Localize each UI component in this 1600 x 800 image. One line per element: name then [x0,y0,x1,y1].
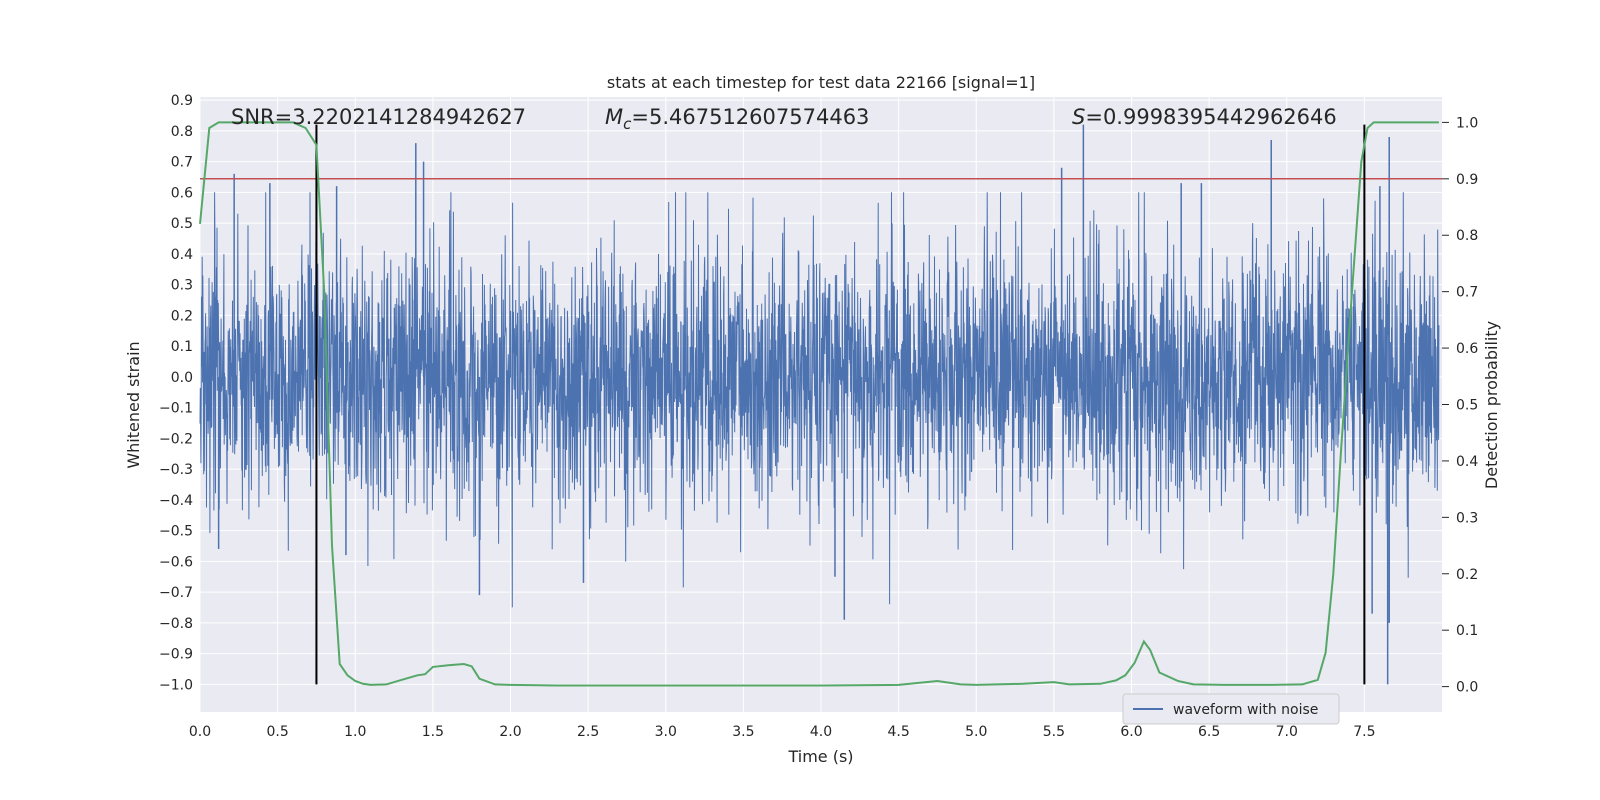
chirp-mass-subscript: c [623,115,632,133]
y-tick-label: −0.8 [159,616,193,632]
x-tick-label: 0.5 [266,724,288,740]
score-annotation: S=0.9998395442962646 [1072,105,1337,129]
x-tick-label: 1.5 [422,724,444,740]
x-tick-label: 3.5 [732,724,754,740]
waveform-line [199,192,1440,608]
x-tick-label: 7.5 [1353,724,1375,740]
chirp-mass-annotation: Mc=5.467512607574463 [605,105,869,133]
y-tick-labels: 0.9 0.8 0.7 0.6 0.5 0.4 0.3 0.2 0.1 0.0 −0.1 −0.2 −0… [159,93,193,693]
legend: waveform with noise [1122,693,1340,725]
y-tick-label: 0.6 [171,185,193,201]
y-axis-label: Whitened strain [124,341,143,468]
x-tick-label: 5.5 [1043,724,1065,740]
x-tick-label: 6.0 [1120,724,1142,740]
y-tick-label: 0.4 [171,247,193,263]
y-tick-label: −0.5 [159,524,193,540]
chart-title: stats at each timestep for test data 221… [607,73,1035,92]
y-tick-label: 0.9 [171,93,193,109]
legend-label: waveform with noise [1173,702,1318,718]
probability-line [199,121,1439,687]
x-tick-label: 7.0 [1276,724,1298,740]
y-tick-label: −1.0 [159,677,193,693]
x-axis-label: Time (s) [787,747,853,766]
x-tick-label: 0.0 [189,724,211,740]
y2-tick-label: 1.0 [1456,115,1478,131]
y2-tick-label: 0.7 [1456,285,1478,301]
y-tick-label: −0.9 [159,647,193,663]
y-tick-label: −0.3 [159,462,193,478]
y-tick-label: −0.6 [159,554,193,570]
chirp-mass-symbol: M [605,105,623,129]
y2-tick-label: 0.4 [1456,454,1478,470]
y-tick-label: 0.1 [171,339,193,355]
chirp-mass-value: =5.467512607574463 [631,105,869,129]
snr-annotation: SNR=3.2202141284942627 [231,105,526,129]
y-tick-label: 0.0 [171,370,193,386]
y-tick-label: 0.3 [171,278,193,294]
y2-tick-label: 0.3 [1456,510,1478,526]
y-tick-label: 0.2 [171,308,193,324]
event-markers [315,124,1366,685]
y2-tick-label: 0.1 [1456,623,1478,639]
y2-tick-label: 0.2 [1456,567,1478,583]
x-tick-label: 2.5 [577,724,599,740]
waveform-series [199,124,1440,685]
y2-tick-label: 0.5 [1456,398,1478,414]
x-tick-label: 4.0 [810,724,832,740]
y2-axis-label: Detection probability [1482,321,1501,489]
y2-tick-label: 0.6 [1456,341,1478,357]
x-tick-label: 4.5 [887,724,909,740]
y2-tick-label: 0.0 [1456,680,1478,696]
y-tick-label: −0.2 [159,431,193,447]
x-tick-label: 6.5 [1198,724,1220,740]
probability-series [199,121,1439,687]
y-tick-label: 0.8 [171,124,193,140]
x-tick-labels: 0.0 0.5 1.0 1.5 2.0 2.5 3.0 3.5 4.0 4.5 5.0 5.5 6.0 6… [189,724,1376,740]
y2-tick-labels: 1.0 0.9 0.8 0.7 0.6 0.5 0.4 0.3 0.2 0.1 0.0 [1442,115,1478,696]
y-tick-label: −0.1 [159,401,193,417]
x-tick-label: 3.0 [655,724,677,740]
legend-box [1122,693,1340,725]
y-tick-label: 0.7 [171,155,193,171]
x-tick-label: 2.0 [499,724,521,740]
y-tick-label: −0.7 [159,585,193,601]
x-tick-label: 1.0 [344,724,366,740]
score-symbol: S [1072,105,1085,129]
y-tick-label: 0.5 [171,216,193,232]
score-value: =0.9998395442962646 [1085,105,1336,129]
y2-tick-label: 0.8 [1456,228,1478,244]
y2-tick-label: 0.9 [1456,172,1478,188]
x-tick-label: 5.0 [965,724,987,740]
y-tick-label: −0.4 [159,493,193,509]
